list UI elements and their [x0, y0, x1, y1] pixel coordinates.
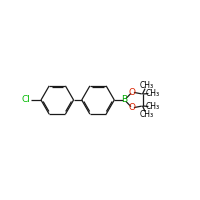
Text: CH₃: CH₃	[140, 110, 154, 119]
Text: B: B	[122, 96, 128, 104]
Text: Cl: Cl	[21, 96, 30, 104]
Text: O: O	[129, 88, 136, 97]
Text: CH₃: CH₃	[145, 89, 159, 98]
Text: CH₃: CH₃	[140, 81, 154, 90]
Text: CH₃: CH₃	[145, 102, 159, 111]
Text: O: O	[129, 103, 136, 112]
